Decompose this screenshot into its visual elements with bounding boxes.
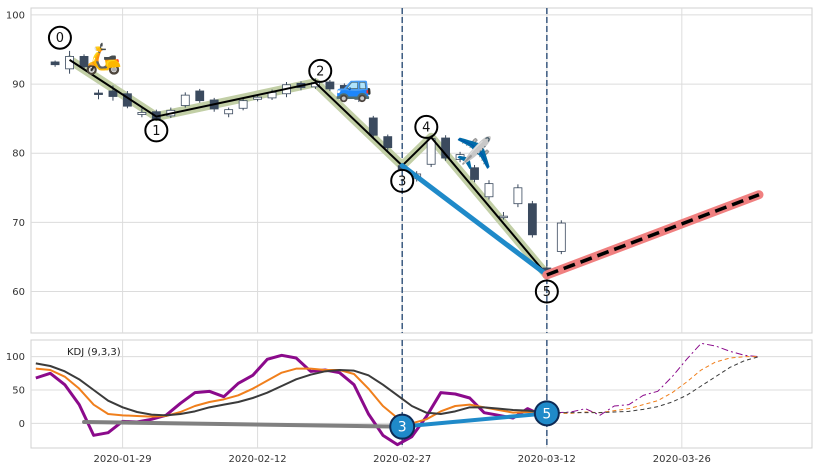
candle-up: [499, 215, 508, 219]
candle-down: [383, 136, 393, 149]
kdj-series-1: [35, 367, 557, 425]
kdj-y-tick-label: 50: [12, 386, 25, 397]
candle-down: [470, 167, 479, 180]
projection-line: [546, 193, 760, 277]
candle-down: [325, 81, 335, 90]
candle-down: [79, 56, 89, 68]
wave-marker-label: 5: [543, 285, 551, 300]
price-y-tick-label: 70: [12, 218, 25, 229]
wave-marker-label: 4: [422, 120, 430, 135]
kdj-connector-0: [82, 420, 405, 429]
candle-up: [513, 187, 523, 205]
wave-marker-4: [414, 114, 439, 139]
kdj-marker-5: [533, 400, 560, 427]
wave-marker-0: [47, 25, 72, 50]
x-tick-label: 2020-02-12: [229, 454, 287, 465]
x-tick-label: 2020-01-29: [94, 454, 152, 465]
candle-up: [484, 183, 494, 198]
candle-up: [455, 154, 465, 160]
candle-up: [238, 100, 248, 109]
price-panel: 60 70 80 90 100 0 1 2 3 4 5 🛵 🚙 ✈️: [6, 7, 813, 334]
price-y-tick-label: 90: [12, 80, 25, 91]
wave-marker-3: [390, 168, 415, 193]
x-tick-label: 2020-02-27: [373, 454, 431, 465]
kdj-marker-label: 3: [398, 420, 407, 436]
trend-line: [399, 163, 550, 278]
candle-down: [108, 90, 118, 97]
x-tick-label: 2020-03-12: [518, 454, 576, 465]
wave-marker-label: 3: [398, 174, 406, 189]
candle-down: [368, 117, 378, 136]
x-tick-label: 2020-03-26: [653, 454, 711, 465]
price-y-tick-label: 100: [6, 10, 25, 21]
candle-up: [253, 96, 262, 100]
candle-down: [354, 96, 364, 100]
car-icon: 🚙: [335, 69, 372, 104]
kdj-marker-label: 5: [542, 406, 551, 422]
kdj-y-tick-label: 0: [19, 419, 25, 430]
candle-up: [426, 138, 436, 165]
kdj-title: KDJ (9,3,3): [67, 347, 121, 358]
kdj-marker-3: [389, 413, 416, 440]
kdj-projection-0: [556, 342, 760, 416]
candle-down: [441, 137, 451, 159]
candle-down: [50, 61, 60, 66]
kdj-projection-1: [556, 356, 759, 414]
candle-up: [224, 109, 234, 115]
kdj-series-2: [35, 362, 557, 417]
candle-up: [137, 112, 147, 115]
airplane-icon: ✈️: [456, 134, 493, 171]
candle-up: [556, 222, 566, 252]
price-y-tick-label: 80: [12, 149, 25, 160]
wave-marker-label: 0: [56, 31, 64, 46]
wave-marker-label: 2: [316, 64, 324, 79]
wave-marker-5: [534, 279, 559, 304]
candle-up: [180, 94, 190, 106]
candle-down: [94, 92, 103, 95]
kdj-connector-1: [400, 411, 549, 429]
scooter-icon: 🛵: [85, 41, 122, 76]
kdj-panel: 0 50 100 2020-01-29 2020-02-12 2020-02-27 2020…: [6, 339, 813, 465]
candle-down: [527, 203, 537, 236]
candle-down: [195, 90, 205, 102]
kdj-y-tick-label: 100: [6, 352, 25, 363]
price-frame: [30, 7, 813, 334]
kdj-projection-2: [556, 356, 760, 414]
price-y-tick-label: 60: [12, 287, 25, 298]
wave-marker-label: 1: [152, 124, 160, 139]
candle-down: [339, 85, 349, 93]
zigzag-line: [69, 59, 548, 276]
wave-marker-2: [308, 58, 333, 83]
wave-marker-1: [144, 118, 169, 143]
